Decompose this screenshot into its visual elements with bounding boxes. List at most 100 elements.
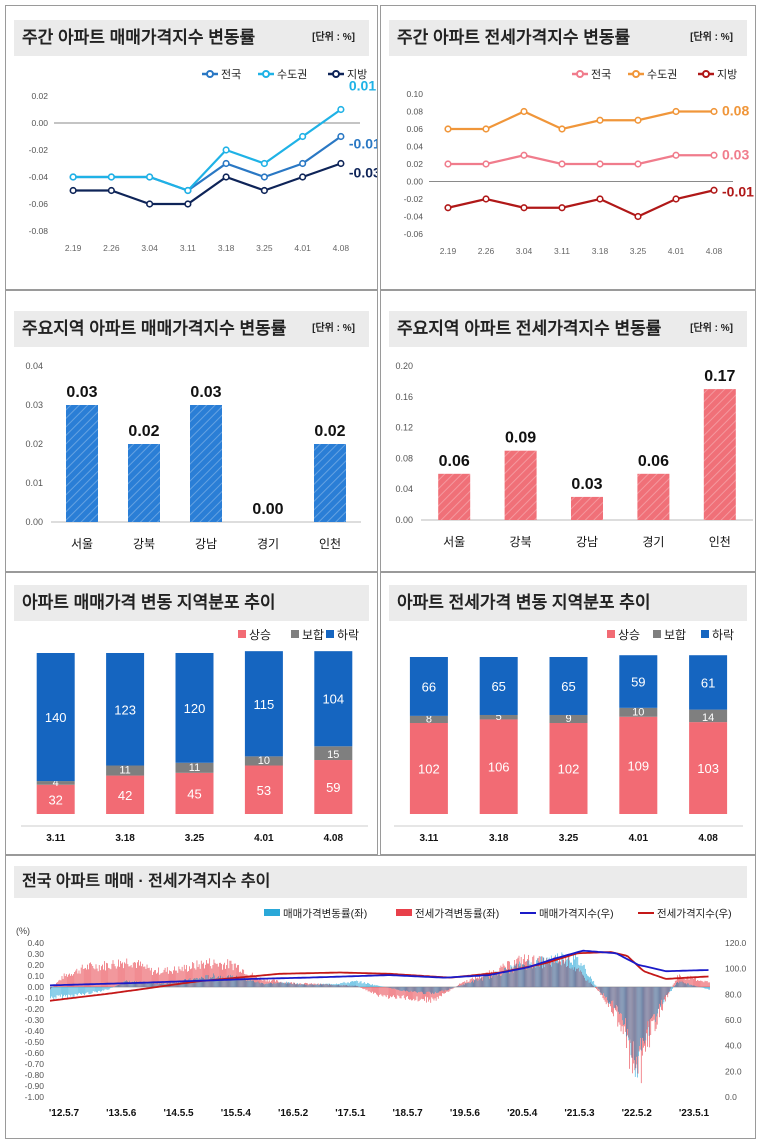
jeonse-rate-bar (68, 974, 69, 987)
jeonse-rate-bar (316, 984, 318, 987)
sale-rate-bar (329, 984, 331, 987)
sale-rate-bar (609, 987, 611, 1004)
x-tick-label: 4.01 (668, 246, 685, 256)
sale-rate-bar (582, 965, 584, 987)
bar-강남 (571, 496, 603, 520)
sale-rate-bar (703, 987, 705, 989)
sale-rate-bar (579, 965, 581, 987)
sale-rate-bar (501, 975, 502, 987)
weekly-jeonse-title-bar: 주간 아파트 전세가격지수 변동률 [단위 : %] (389, 20, 747, 56)
jeonse-rate-bar (237, 965, 238, 987)
jeonse-rate-bar (575, 971, 576, 987)
jeonse-rate-bar (107, 963, 108, 987)
sale-rate-bar (600, 987, 602, 994)
sale-rate-bar (313, 984, 315, 987)
jeonse-rate-bar (207, 963, 208, 987)
jeonse-rate-bar (159, 974, 161, 987)
sale-rate-bar (527, 960, 529, 987)
sale-rate-bar (611, 987, 613, 1001)
jeonse-rate-bar (698, 980, 699, 987)
jeonse-rate-bar (560, 961, 561, 987)
jeonse-rate-bar (268, 980, 270, 987)
jeonse-rate-bar (330, 984, 332, 987)
jeonse-rate-bar (78, 970, 80, 987)
sale-rate-bar (138, 981, 140, 987)
dist-jeonse-title-bar: 아파트 전세가격 변동 지역분포 추이 (389, 585, 747, 621)
jeonse-rate-bar (666, 987, 668, 996)
x-tick-label: 2.26 (103, 243, 120, 253)
data-point-지방 (520, 204, 528, 212)
sale-rate-bar (299, 983, 300, 987)
national-title-bar: 전국 아파트 매매 · 전세가격지수 추이 (14, 866, 747, 898)
bar-강북 (128, 444, 160, 522)
region-sale-title: 주요지역 아파트 매매가격지수 변동률 (22, 319, 287, 338)
jeonse-rate-bar (532, 956, 534, 987)
jeonse-rate-bar (377, 987, 378, 996)
sale-rate-bar (324, 984, 326, 987)
jeonse-rate-bar (288, 983, 289, 987)
jeonse-rate-bar (342, 985, 343, 987)
jeonse-rate-bar (410, 987, 411, 1000)
sale-rate-bar (373, 985, 375, 987)
data-point-수도권 (107, 173, 115, 181)
stack-하락 (479, 657, 518, 715)
jeonse-rate-bar (508, 961, 509, 987)
sale-rate-bar (302, 984, 303, 987)
jeonse-rate-bar (213, 959, 215, 987)
jeonse-rate-bar (519, 966, 521, 987)
jeonse-rate-bar (441, 987, 442, 997)
sale-rate-bar (396, 987, 398, 990)
sale-rate-bar (372, 984, 374, 987)
sale-rate-bar (89, 987, 91, 995)
sale-rate-bar (510, 965, 512, 987)
sale-rate-bar (705, 987, 706, 989)
sale-rate-bar (51, 987, 53, 997)
data-point-수도권 (337, 105, 345, 114)
sale-rate-bar (361, 983, 363, 987)
jeonse-rate-bar (705, 981, 707, 987)
jeonse-rate-bar (490, 973, 491, 987)
jeonse-rate-bar (403, 987, 405, 999)
jeonse-rate-bar (69, 973, 70, 987)
sale-rate-bar (266, 983, 267, 987)
data-point-수도권 (710, 107, 718, 116)
jeonse-rate-bar (260, 977, 262, 987)
jeonse-rate-bar (593, 985, 594, 987)
jeonse-rate-bar (606, 987, 608, 1003)
jeonse-rate-bar (448, 987, 450, 992)
sale-rate-bar (457, 986, 459, 987)
jeonse-rate-bar (411, 987, 412, 1001)
sale-rate-bar (459, 985, 461, 987)
sale-rate-bar (397, 987, 399, 990)
sale-rate-bar (702, 987, 704, 988)
jeonse-rate-bar (121, 963, 122, 987)
jeonse-rate-bar (561, 965, 562, 987)
data-point-수도권 (299, 132, 307, 141)
jeonse-rate-bar (129, 966, 131, 987)
jeonse-rate-bar (493, 970, 494, 987)
dist-jeonse-chart: 상승 보합 하락 102 8 66 3.11 106 5 65 3.18 102 9 65 3.25 109 1… (394, 628, 743, 844)
bar-서울 (438, 473, 471, 520)
y-tick-label: 0.20 (395, 361, 413, 371)
jeonse-rate-bar (484, 974, 486, 987)
sale-rate-bar (298, 984, 299, 987)
sale-rate-bar (682, 982, 684, 987)
jeonse-rate-bar (477, 977, 478, 987)
sale-rate-bar (563, 963, 565, 987)
jeonse-rate-bar (70, 975, 71, 987)
sale-rate-bar (158, 983, 160, 987)
sale-rate-bar (370, 984, 371, 987)
sale-rate-bar (334, 984, 335, 987)
sale-rate-bar (194, 978, 196, 987)
sale-rate-bar (530, 962, 532, 987)
sale-rate-bar (572, 964, 573, 987)
sale-rate-bar (277, 983, 279, 987)
jeonse-rate-bar (475, 976, 476, 987)
sale-rate-bar (562, 953, 564, 987)
jeonse-rate-bar (122, 962, 123, 987)
stack-보합 (106, 765, 145, 776)
legend-marker-수도권 (632, 70, 640, 78)
right-tick-label: 20.0 (725, 1066, 742, 1076)
sale-rate-bar (403, 987, 404, 991)
sale-rate-bar (468, 982, 469, 987)
